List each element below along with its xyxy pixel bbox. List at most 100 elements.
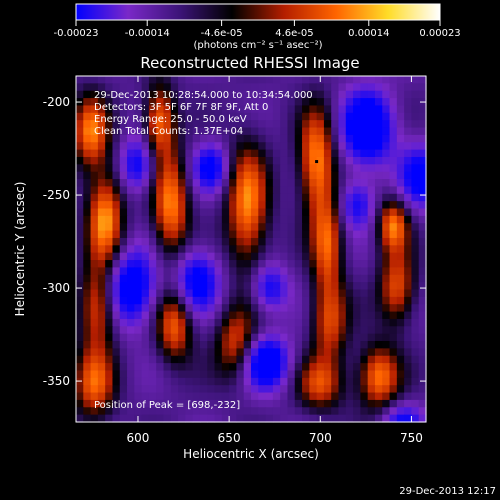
heatmap-cell — [331, 399, 340, 408]
heatmap-cell — [83, 370, 92, 379]
heatmap-cell — [97, 414, 106, 423]
heatmap-cell — [163, 311, 172, 320]
heatmap-cell — [178, 311, 186, 320]
heatmap-cell — [280, 179, 289, 188]
heatmap-cell — [178, 98, 186, 107]
heatmap-cell — [323, 333, 332, 342]
chart-title: Reconstructed RHESSI Image — [140, 54, 359, 72]
heatmap-cell — [367, 304, 376, 313]
heatmap-cell — [287, 355, 296, 364]
heatmap-cell — [214, 274, 223, 283]
heatmap-cell — [309, 112, 318, 121]
heatmap-cell — [418, 201, 427, 210]
heatmap-cell — [367, 296, 376, 305]
heatmap-cell — [360, 127, 369, 136]
heatmap-cell — [287, 318, 296, 327]
heatmap-cell — [323, 267, 332, 276]
heatmap-cell — [316, 171, 325, 180]
heatmap-cell — [353, 363, 361, 372]
peak-position-label: Position of Peak = [698,-232] — [94, 400, 240, 411]
heatmap-cell — [331, 193, 340, 202]
heatmap-cell — [309, 149, 318, 158]
heatmap-cell — [178, 296, 186, 305]
heatmap-cell — [76, 407, 84, 416]
heatmap-cell — [170, 311, 179, 320]
heatmap-cell — [76, 399, 84, 408]
heatmap-cell — [236, 260, 245, 268]
heatmap-cell — [251, 186, 259, 195]
heatmap-cell — [316, 348, 325, 357]
heatmap-cell — [221, 252, 230, 261]
heatmap-cell — [236, 223, 245, 232]
heatmap-cell — [83, 164, 92, 173]
heatmap-cell — [90, 296, 99, 305]
heatmap-cell — [345, 326, 354, 335]
heatmap-cell — [302, 363, 310, 372]
heatmap-cell — [404, 112, 413, 121]
heatmap-cell — [134, 230, 143, 239]
heatmap-cell — [280, 105, 289, 114]
heatmap-cell — [221, 341, 230, 349]
heatmap-cell — [90, 223, 99, 232]
heatmap-cell — [83, 355, 92, 364]
heatmap-cell — [389, 392, 398, 401]
heatmap-cell — [243, 208, 252, 217]
heatmap-cell — [251, 237, 259, 246]
heatmap-cell — [214, 377, 223, 386]
heatmap-cell — [119, 282, 128, 291]
heatmap-cell — [302, 156, 310, 165]
heatmap-cell — [221, 171, 230, 180]
heatmap-cell — [411, 385, 420, 394]
heatmap-cell — [178, 333, 186, 342]
heatmap-cell — [382, 370, 391, 379]
heatmap-cell — [192, 363, 201, 372]
heatmap-cell — [192, 267, 201, 276]
heatmap-cell — [265, 296, 274, 305]
heatmap-cell — [360, 399, 369, 408]
heatmap-cell — [251, 318, 259, 327]
heatmap-cell — [229, 120, 238, 129]
heatmap-cell — [90, 267, 99, 276]
heatmap-cell — [127, 134, 135, 143]
heatmap-cell — [112, 399, 121, 408]
axis-ticks: 600 650 700 750-200-250-300-350 — [43, 76, 426, 445]
heatmap-cell — [141, 341, 150, 349]
heatmap-cell — [345, 230, 354, 239]
heatmap-cell — [112, 385, 121, 394]
heatmap-cell — [207, 142, 216, 151]
heatmap-cell — [338, 355, 347, 364]
heatmap-cell — [112, 208, 121, 217]
heatmap-cell — [170, 164, 179, 173]
heatmap-cell — [112, 156, 121, 165]
heatmap-cell — [280, 311, 289, 320]
heatmap-cell — [170, 318, 179, 327]
heatmap-cell — [367, 399, 376, 408]
heatmap-cell — [345, 127, 354, 136]
heatmap-cell — [178, 355, 186, 364]
heatmap-cell — [148, 385, 157, 394]
heatmap-cell — [221, 311, 230, 320]
heatmap-cell — [229, 149, 238, 158]
heatmap-cell — [163, 385, 172, 394]
heatmap-cell — [221, 76, 230, 84]
heatmap-cell — [105, 252, 114, 261]
heatmap-cell — [243, 304, 252, 313]
heatmap-cell — [90, 193, 99, 202]
heatmap-cell — [323, 296, 332, 305]
heatmap-cell — [389, 179, 398, 188]
heatmap-cell — [353, 333, 361, 342]
heatmap-cell — [302, 142, 310, 151]
heatmap-cell — [338, 311, 347, 320]
heatmap-cell — [134, 149, 143, 158]
heatmap-cell — [178, 149, 186, 158]
heatmap-cell — [156, 377, 165, 386]
heatmap-cell — [323, 341, 332, 349]
heatmap-cell — [148, 392, 157, 401]
heatmap-cell — [221, 105, 230, 114]
heatmap-cell — [148, 120, 157, 129]
heatmap-cell — [243, 149, 252, 158]
heatmap-cell — [294, 179, 303, 188]
heatmap-cell — [141, 311, 150, 320]
heatmap-cell — [272, 304, 281, 313]
heatmap-cell — [97, 83, 106, 92]
